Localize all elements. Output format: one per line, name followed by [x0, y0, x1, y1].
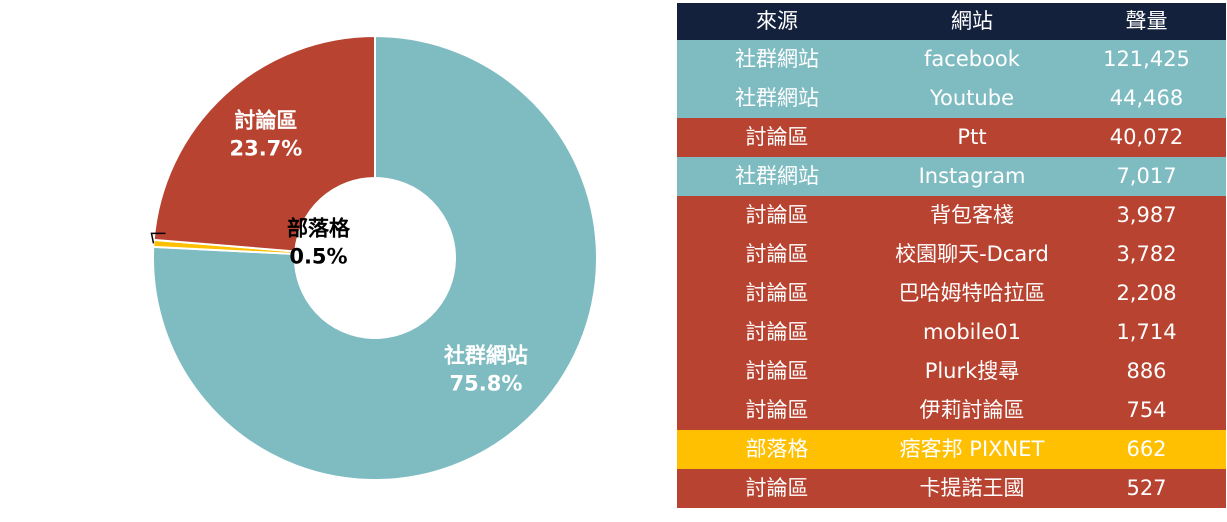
row-volume-cell: 121,425 — [1103, 47, 1190, 71]
leader-line-1 — [150, 232, 166, 244]
row-site-cell: mobile01 — [923, 320, 1021, 344]
volume-table-container: 來源 網站 聲量 社群網站 facebook 121,425 社群網站 Youtube 4… — [677, 3, 1226, 508]
row-site-cell: Instagram — [918, 164, 1026, 188]
row-volume-cell: 1,714 — [1116, 320, 1177, 344]
row-site-cell: facebook — [924, 47, 1020, 71]
header-site: 網站 — [877, 3, 1067, 40]
table-row: 討論區 巴哈姆特哈拉區 2,208 — [677, 274, 1226, 313]
header-source: 來源 — [677, 3, 877, 40]
row-source-cell: 討論區 — [745, 359, 809, 383]
slice-label-2: 討論區 23.7% — [229, 109, 302, 161]
row-site-cell: 背包客棧 — [930, 203, 1014, 227]
row-volume-cell: 754 — [1126, 398, 1167, 422]
row-volume-cell: 44,468 — [1109, 86, 1184, 110]
row-source-cell: 部落格 — [745, 437, 809, 461]
row-site-cell: 校園聊天-Dcard — [895, 242, 1049, 266]
table-row: 討論區 mobile01 1,714 — [677, 313, 1226, 352]
row-source-cell: 討論區 — [745, 242, 809, 266]
slice-category-label: 討論區 — [234, 109, 297, 133]
row-site-cell: Plurk搜尋 — [924, 359, 1020, 383]
row-volume-cell: 527 — [1126, 476, 1167, 500]
row-source-cell: 討論區 — [745, 476, 809, 500]
donut-chart-svg: 社群網站 75.8% 部落格 0.5% 討論區 23.7% — [150, 34, 598, 481]
header-volume: 聲量 — [1067, 3, 1226, 40]
row-source-cell: 討論區 — [745, 398, 809, 422]
donut-slice-0 — [152, 34, 598, 481]
row-source-cell: 討論區 — [745, 281, 809, 305]
row-volume-cell: 886 — [1126, 359, 1167, 383]
row-site-cell: 巴哈姆特哈拉區 — [898, 281, 1046, 305]
row-source-cell: 社群網站 — [735, 86, 819, 110]
row-site-cell: Ptt — [957, 125, 987, 149]
row-source-cell: 社群網站 — [735, 164, 819, 188]
donut-slice-2 — [152, 34, 376, 253]
slice-category-label: 社群網站 — [443, 344, 528, 368]
row-source-cell: 討論區 — [745, 203, 809, 227]
table-row: 討論區 校園聊天-Dcard 3,782 — [677, 235, 1226, 274]
row-volume-cell: 3,782 — [1116, 242, 1177, 266]
table-row: 社群網站 facebook 121,425 — [677, 40, 1226, 79]
slice-percent-label: 23.7% — [229, 137, 302, 161]
table-row: 部落格 痞客邦 PIXNET 662 — [677, 430, 1226, 469]
table-row: 討論區 Plurk搜尋 886 — [677, 352, 1226, 391]
row-volume-cell: 40,072 — [1109, 125, 1184, 149]
row-source-cell: 討論區 — [745, 320, 809, 344]
table-row: 討論區 背包客棧 3,987 — [677, 196, 1226, 235]
table-row: 社群網站 Youtube 44,468 — [677, 79, 1226, 118]
slice-percent-label: 75.8% — [450, 372, 523, 396]
row-source-cell: 討論區 — [745, 125, 809, 149]
table-row: 社群網站 Instagram 7,017 — [677, 157, 1226, 196]
slice-label-0: 社群網站 75.8% — [443, 344, 528, 396]
row-site-cell: 痞客邦 PIXNET — [899, 437, 1045, 461]
table-row: 討論區 Ptt 40,072 — [677, 118, 1226, 157]
slice-label-1: 部落格 0.5% — [287, 216, 351, 268]
row-site-cell: 卡提諾王國 — [919, 476, 1025, 500]
row-volume-cell: 662 — [1126, 437, 1167, 461]
slice-percent-label: 0.5% — [289, 244, 347, 268]
row-site-cell: 伊莉討論區 — [919, 398, 1025, 422]
table-header-row: 來源 網站 聲量 — [677, 3, 1226, 40]
row-volume-cell: 2,208 — [1116, 281, 1177, 305]
donut-chart: 社群網站 75.8% 部落格 0.5% 討論區 23.7% — [150, 34, 598, 481]
slice-category-label: 部落格 — [287, 216, 351, 240]
row-site-cell: Youtube — [930, 86, 1014, 110]
row-volume-cell: 3,987 — [1116, 203, 1177, 227]
row-volume-cell: 7,017 — [1116, 164, 1177, 188]
table-row: 討論區 伊莉討論區 754 — [677, 391, 1226, 430]
volume-table: 來源 網站 聲量 社群網站 facebook 121,425 社群網站 Youtube 4… — [677, 3, 1226, 508]
table-body: 社群網站 facebook 121,425 社群網站 Youtube 44,468 討論區 P… — [677, 40, 1226, 508]
row-source-cell: 社群網站 — [735, 47, 819, 71]
table-row: 討論區 卡提諾王國 527 — [677, 469, 1226, 508]
